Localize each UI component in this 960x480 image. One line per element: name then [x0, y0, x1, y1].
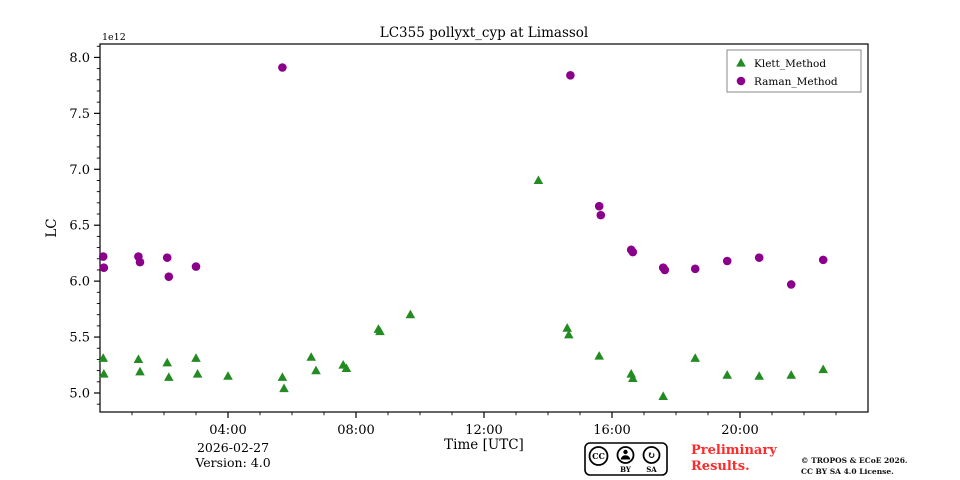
cc-by-sa-badge[interactable]: CC BY ↻ SA: [584, 442, 668, 476]
y-tick-label: 5.5: [69, 331, 90, 346]
y-tick-label: 6.5: [69, 219, 90, 234]
plot-box: [99, 43, 869, 413]
series-klett_method: [98, 175, 828, 400]
y-axis-label: LC: [44, 218, 60, 237]
preliminary-note: Preliminary Results.: [691, 443, 777, 474]
footer-version: Version: 4.0: [195, 455, 271, 470]
footer-date: 2026-02-27: [196, 440, 270, 455]
x-tick-label: 20:00: [721, 423, 758, 438]
axes: 04:00 08:00 12:00 16:00 20:00 5.0 5.5 6.0 6.5 7.0…: [69, 45, 837, 438]
y-tick-label: 7.0: [69, 163, 90, 178]
legend-label: Raman_Method: [754, 76, 838, 88]
svg-text:CC: CC: [592, 451, 605, 461]
x-tick-label: 16:00: [593, 423, 630, 438]
cc-icon: CC: [588, 446, 609, 466]
legend-label: Klett_Method: [754, 58, 826, 70]
legend: Klett_Method Raman_Method: [726, 49, 862, 93]
x-tick-label: 12:00: [465, 423, 502, 438]
svg-text:SA: SA: [646, 465, 657, 474]
y-tick-label: 7.5: [69, 107, 90, 122]
by-icon: BY: [616, 446, 635, 474]
x-tick-label: 08:00: [337, 423, 374, 438]
y-tick-label: 8.0: [69, 51, 90, 66]
y-axis-offset: 1e12: [102, 32, 126, 43]
y-tick-label: 6.0: [69, 275, 90, 290]
svg-text:BY: BY: [620, 465, 632, 474]
y-tick-label: 5.0: [69, 386, 90, 401]
x-tick-label: 04:00: [209, 423, 246, 438]
series-raman_method: [98, 63, 828, 289]
x-axis-label: Time [UTC]: [444, 437, 524, 453]
copyright-note: © TROPOS & ECoE 2026. CC BY SA 4.0 Licen…: [801, 456, 908, 476]
sa-icon: ↻ SA: [642, 446, 661, 474]
chart-title: LC355 pollyxt_cyp at Limassol: [380, 25, 589, 41]
footer-meta: 2026-02-27 Version: 4.0: [158, 440, 308, 470]
svg-text:↻: ↻: [647, 451, 655, 462]
